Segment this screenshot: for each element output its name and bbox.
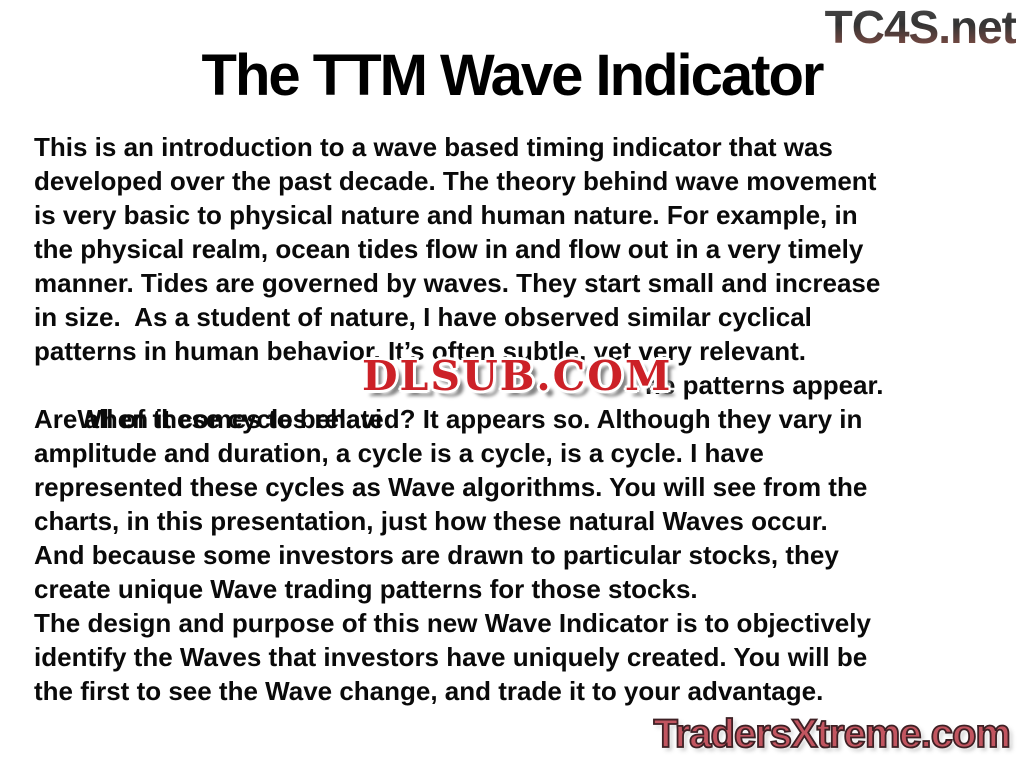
body-line: developed over the past decade. The theo…	[34, 166, 877, 196]
body-line: charts, in this presentation, just how t…	[34, 506, 828, 536]
body-line: patterns in human behavior. It’s often s…	[34, 336, 807, 366]
page-title: The TTM Wave Indicator	[201, 43, 825, 108]
body-line: the physical realm, ocean tides flow in …	[34, 234, 864, 264]
tradersxtreme-watermark: TradersXtreme.com	[653, 711, 1012, 757]
body-line: manner. Tides are governed by waves. The…	[34, 268, 881, 298]
body-line: the first to see the Wave change, and tr…	[34, 676, 824, 706]
obscured-line-left-fragment: When it comes to behavi	[77, 404, 383, 434]
body-line: represented these cycles as Wave algorit…	[34, 472, 868, 502]
body-line: The design and purpose of this new Wave …	[34, 608, 871, 638]
body-line: And because some investors are drawn to …	[34, 540, 839, 570]
body-line-obscured: When it comes to behavi ne patterns appe…	[34, 368, 1004, 434]
body-line: Are all of these cycles related? It appe…	[34, 404, 863, 434]
body-line: is very basic to physical nature and hum…	[34, 200, 858, 230]
body-text: This is an introduction to a wave based …	[34, 130, 1004, 708]
tc4s-watermark: TC4S.net	[824, 1, 1017, 53]
body-line: create unique Wave trading patterns for …	[34, 574, 698, 604]
dlsub-watermark: DLSUB.COM	[362, 352, 673, 400]
obscured-line-right-fragment: ne patterns appear.	[645, 370, 884, 400]
body-line: identify the Waves that investors have u…	[34, 642, 868, 672]
body-line: amplitude and duration, a cycle is a cyc…	[34, 438, 764, 468]
body-line: in size. As a student of nature, I have …	[34, 302, 812, 332]
body-line: This is an introduction to a wave based …	[34, 132, 833, 162]
